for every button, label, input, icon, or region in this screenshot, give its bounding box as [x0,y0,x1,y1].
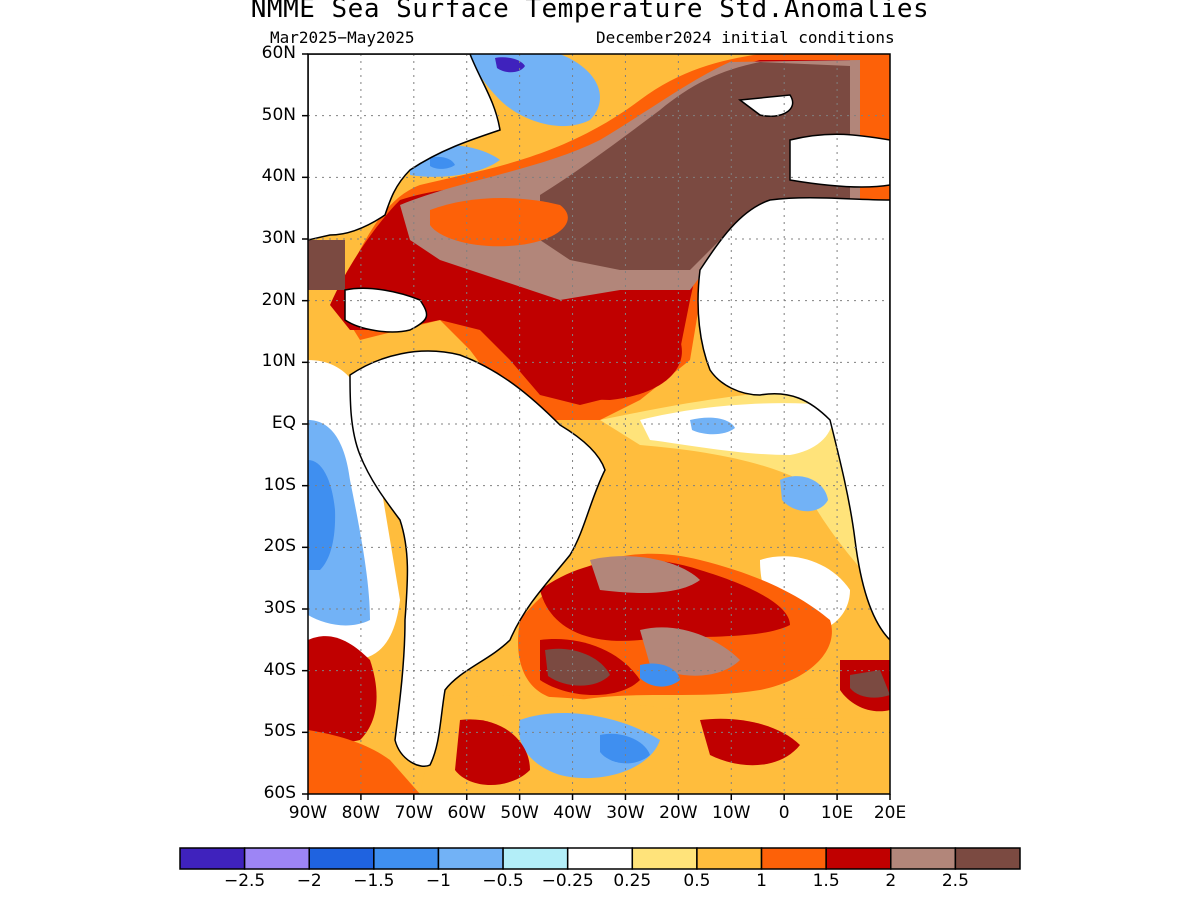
colorbar-swatch [631,847,698,870]
colorbar-swatch [760,847,827,870]
caribbean-land [344,287,428,333]
colorbar-swatch [566,847,634,870]
lon-label: 90W [288,803,328,823]
colorbar-label: 0.25 [613,871,652,891]
colorbar-swatch [243,847,310,870]
lat-label: 50S [263,721,296,742]
colorbar-label: −1 [425,871,451,891]
colorbar-label: −2.5 [223,871,266,891]
anomaly-s-atlantic-tan-1 [590,556,700,593]
anomaly-equatorial-white [640,403,833,455]
colorbar-label: −0.5 [482,871,524,891]
colorbar-swatch [373,847,440,870]
lon-label: 70W [394,803,434,823]
anomaly-labrador-sea-deep [495,57,525,73]
colorbar-label: 0.5 [683,871,711,891]
colorbar-swatch [308,847,375,870]
anomaly-se-pacific-red [308,636,377,742]
colorbar-label: 2 [885,871,897,891]
anomaly-gulfstream-orange [430,198,568,247]
forecast-period: Mar2025−May2025 [270,28,415,47]
anomaly-drake-red [455,719,530,785]
colorbar-swatch [954,847,1021,870]
lat-label: 40S [263,659,296,680]
lat-label: 30N [261,228,296,248]
colorbar-label: −1.5 [353,871,395,891]
colorbar [179,847,1021,870]
anomaly-equatorial-blue [690,417,735,435]
colorbar-swatch [696,847,763,870]
british-isles-land [738,94,794,117]
lon-label: 10E [820,803,854,823]
lat-label: EQ [271,413,296,433]
colorbar-label: 1 [756,871,767,891]
graticule [308,54,890,794]
colorbar-label: −2 [296,871,322,891]
lon-label: 10W [712,803,751,823]
north-america-land [308,54,501,241]
anomaly-gulf-mexico-brown [308,240,345,290]
lat-label: 60N [261,43,296,63]
anomaly-e-pacific-deep [308,460,336,570]
lat-label: 40N [261,166,296,187]
anomaly-s-atlantic-blue-spot [640,663,680,687]
anomaly-s-atlantic-tan-2 [640,627,740,676]
lon-label: 20E [873,803,907,823]
axis-ticks [302,53,891,800]
colorbar-swatch [179,847,246,870]
europe-land [789,133,890,188]
lat-label: 50N [261,104,296,125]
lat-label: 10S [263,474,296,495]
lat-label: 60S [263,783,296,803]
anomaly-labrador-sea-blue [470,54,600,127]
africa-land [697,197,890,642]
colorbar-label: 1.5 [812,871,840,891]
lon-label: 20W [659,803,698,823]
lon-label: 50W [500,803,539,823]
anomaly-angola-blue [780,476,828,512]
lat-label: 10N [261,351,296,372]
map-title: NMME Sea Surface Temperature Std.Anomali… [250,0,930,24]
colorbar-label: −0.25 [541,871,594,891]
lat-label: 20N [261,289,296,310]
anomaly-cape-brown [850,670,890,698]
colorbar-swatch [825,847,892,870]
lat-label: 20S [263,536,296,557]
colorbar-label: 2.5 [941,871,969,891]
colorbar-swatch [437,847,504,870]
initial-conditions: December2024 initial conditions [596,28,895,47]
colorbar-swatch [890,847,957,870]
lon-label: 80W [341,803,381,823]
anomaly-tropical-red [557,325,682,400]
anomaly-southern-ocean-red [700,718,800,766]
colorbar-swatch [502,847,569,870]
lon-label: 40W [553,803,592,823]
lon-label: 30W [606,803,645,823]
anomaly-se-pacific-orange [308,730,420,794]
lon-label: 60W [447,803,486,823]
lat-label: 30S [263,598,296,618]
anomaly-s-atlantic-brown-1 [545,648,610,686]
lon-label: 0 [778,803,790,823]
anomaly-nova-scotia-deep [430,156,455,169]
